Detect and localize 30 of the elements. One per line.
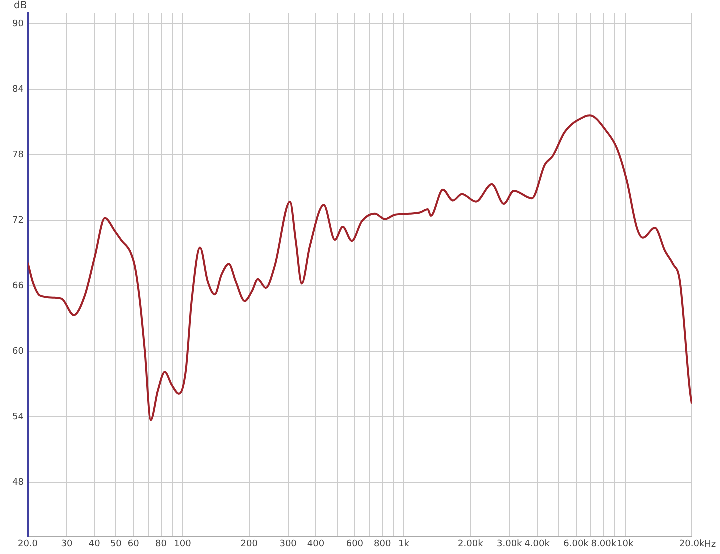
y-tick-label: 66 (12, 281, 24, 292)
x-tick-label: 800 (374, 540, 392, 550)
y-tick-label: 60 (12, 346, 24, 357)
y-tick-label: 72 (12, 216, 24, 226)
x-tick-label: 2.00k (458, 540, 484, 550)
x-tick-label: 200 (240, 540, 258, 550)
x-tick-label: 20.0 (18, 540, 38, 550)
x-tick-label: 6.00k (564, 540, 590, 550)
x-tick-label: 600 (346, 540, 364, 550)
x-tick-label: 8.00k (591, 540, 618, 550)
x-tick-label: 100 (174, 540, 192, 550)
y-tick-label: 90 (12, 19, 24, 30)
x-tick-label: 4.00k (524, 540, 551, 550)
y-tick-label: 78 (12, 150, 24, 160)
y-tick-label: 54 (12, 412, 24, 422)
x-tick-label: 80 (156, 540, 168, 550)
x-tick-label: 20.0k (679, 540, 706, 550)
x-tick-label: 3.00k (497, 540, 524, 550)
x-axis-title: Hz (704, 540, 716, 550)
x-tick-label: 40 (88, 540, 101, 550)
y-tick-label: 84 (12, 84, 24, 95)
x-tick-label: 30 (61, 540, 73, 550)
x-tick-label: 60 (128, 540, 140, 550)
x-tick-label: 300 (280, 540, 298, 550)
y-tick-label: 48 (12, 478, 24, 488)
x-tick-label: 400 (307, 540, 325, 550)
x-tick-label: 50 (110, 540, 122, 550)
y-axis-title: dB (14, 0, 28, 12)
x-tick-label: 10k (617, 540, 634, 550)
x-tick-label: 1k (398, 540, 410, 550)
